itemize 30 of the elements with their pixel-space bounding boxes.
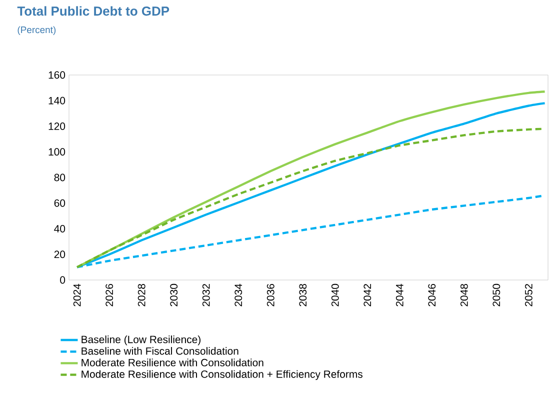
x-tick-label: 2046 bbox=[428, 284, 436, 306]
chart-title: Total Public Debt to GDP bbox=[17, 6, 170, 16]
x-tick-label: 2040 bbox=[331, 284, 339, 306]
x-tick-label: 2036 bbox=[266, 284, 274, 306]
x-tick-label: 2032 bbox=[202, 284, 210, 306]
legend-label: Moderate Resilience with Consolidation bbox=[82, 358, 264, 366]
x-tick-label: 2042 bbox=[364, 284, 372, 306]
legend-label: Moderate Resilience with Consolidation + Efficiency Reforms bbox=[82, 370, 362, 380]
x-tick-label: 2026 bbox=[106, 284, 114, 306]
x-tick-label: 2048 bbox=[460, 284, 468, 306]
x-tick-label: 2030 bbox=[170, 284, 178, 306]
legend-label: Baseline (Low Resilience) bbox=[82, 335, 200, 346]
y-tick-label: 20 bbox=[54, 250, 66, 258]
y-tick-label: 120 bbox=[48, 122, 66, 130]
y-tick-label: 40 bbox=[54, 225, 66, 232]
x-tick-label: 2050 bbox=[492, 284, 500, 306]
x-tick-label: 2024 bbox=[73, 284, 81, 306]
x-tick-label: 2038 bbox=[299, 284, 307, 306]
y-tick-label: 140 bbox=[48, 96, 66, 104]
y-tick-label: 0 bbox=[60, 276, 66, 284]
x-tick-label: 2052 bbox=[524, 284, 532, 306]
legend-label: Baseline with Fiscal Consolidation bbox=[82, 347, 238, 355]
y-tick-label: 160 bbox=[48, 71, 66, 79]
x-tick-label: 2034 bbox=[234, 284, 242, 306]
y-tick-label: 60 bbox=[54, 199, 66, 207]
x-tick-label: 2044 bbox=[396, 284, 404, 306]
chart-subtitle: (Percent) bbox=[18, 26, 56, 36]
y-tick-label: 80 bbox=[54, 174, 66, 182]
y-tick-label: 100 bbox=[48, 148, 66, 156]
x-tick-label: 2028 bbox=[138, 284, 146, 306]
